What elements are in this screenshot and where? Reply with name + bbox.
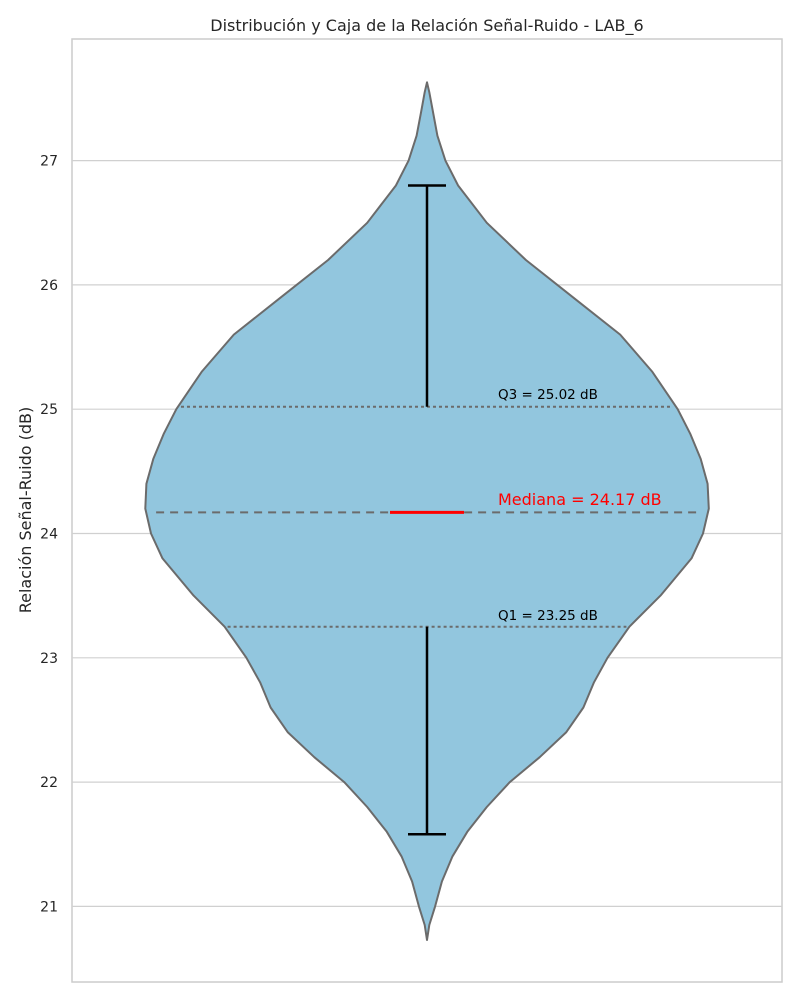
median-annotation: Mediana = 24.17 dB xyxy=(498,490,662,509)
y-tick-label: 22 xyxy=(40,775,58,791)
y-tick-label: 27 xyxy=(40,154,58,170)
y-tick-label: 24 xyxy=(40,527,58,543)
y-tick-label: 23 xyxy=(40,651,58,667)
y-tick-label: 26 xyxy=(40,278,58,294)
y-axis-label: Relación Señal-Ruido (dB) xyxy=(16,407,35,614)
y-tick-label: 21 xyxy=(40,899,58,915)
y-tick-label: 25 xyxy=(40,402,58,418)
chart-title: Distribución y Caja de la Relación Señal… xyxy=(210,16,643,36)
q3-annotation: Q3 = 25.02 dB xyxy=(498,387,598,403)
q1-annotation: Q1 = 23.25 dB xyxy=(498,608,598,624)
box-layer xyxy=(156,184,698,836)
y-tick-labels: 21 22 23 24 25 26 27 xyxy=(40,154,58,916)
